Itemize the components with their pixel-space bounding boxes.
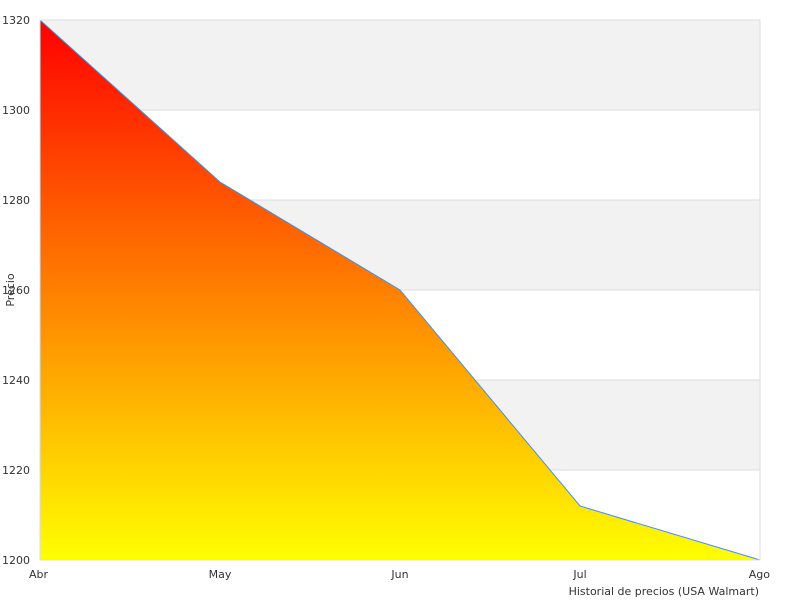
y-tick-label: 1320	[2, 14, 30, 27]
plot-border	[39, 19, 761, 561]
y-tick-label: 1240	[2, 374, 30, 387]
x-tick-label: Ago	[749, 568, 771, 581]
y-tick-label: 1280	[2, 194, 30, 207]
price-line	[39, 19, 761, 561]
y-tick-label: 1260	[2, 284, 30, 297]
x-tick-label: Jul	[572, 568, 586, 581]
grid-band	[40, 20, 760, 110]
y-tick-label: 1300	[2, 104, 30, 117]
y-tick-label: 1220	[2, 464, 30, 477]
x-axis-label: Historial de precios (USA Walmart)	[569, 585, 759, 598]
x-tick-label: May	[209, 568, 232, 581]
y-axis-ticks: 1200 1220 1240 1260 1280 1300 1320	[2, 14, 30, 567]
y-axis-label: Precio	[4, 273, 17, 307]
x-axis-ticks: Abr May Jun Jul Ago	[29, 568, 770, 581]
y-tick-label: 1200	[2, 554, 30, 567]
x-tick-label: Abr	[29, 568, 49, 581]
x-tick-label: Jun	[390, 568, 408, 581]
